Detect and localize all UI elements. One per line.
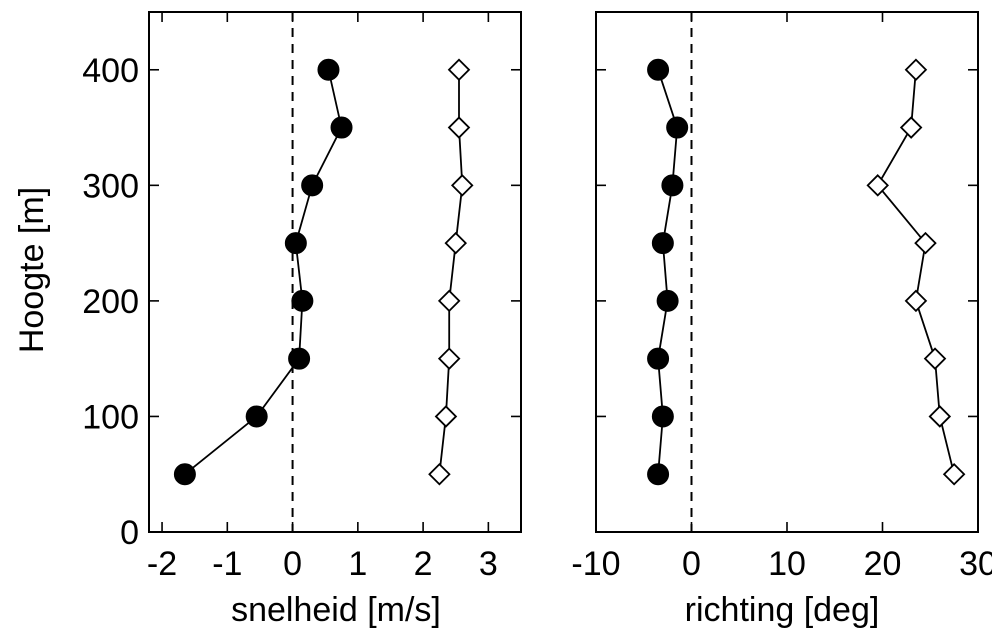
y-tick-label: 0 — [120, 514, 139, 552]
x-tick-label: 0 — [682, 545, 701, 583]
data-point-diamond — [904, 58, 928, 82]
data-point-circle — [647, 463, 670, 486]
data-point-diamond — [923, 347, 947, 370]
data-point-circle — [301, 174, 324, 197]
x-tick-label: -10 — [571, 545, 620, 583]
x-axis-label-speed: snelheid [m/s] — [231, 591, 441, 629]
data-point-circle — [245, 405, 268, 428]
data-point-circle — [317, 58, 340, 81]
data-point-circle — [330, 116, 353, 139]
data-point-circle — [656, 289, 679, 312]
data-point-circle — [291, 289, 314, 312]
data-point-diamond — [428, 462, 451, 486]
x-tick-label: 0 — [283, 545, 302, 583]
y-axis-label: Hoogte [m] — [13, 187, 51, 353]
data-point-circle — [666, 116, 689, 139]
x-tick-label: 10 — [768, 545, 806, 583]
data-point-diamond — [444, 231, 468, 255]
x-axis-label-direction: richting [deg] — [685, 591, 880, 629]
data-point-circle — [647, 58, 670, 81]
data-point-diamond — [450, 174, 474, 197]
y-tick-label: 200 — [82, 283, 139, 321]
data-point-diamond — [437, 347, 461, 370]
data-point-circle — [651, 232, 674, 255]
y-tick-label: 400 — [82, 52, 139, 90]
y-tick-label: 100 — [82, 398, 139, 436]
data-point-diamond — [447, 116, 471, 139]
y-tick-label: 300 — [82, 167, 139, 205]
data-point-circle — [288, 347, 311, 370]
data-point-diamond — [904, 289, 928, 313]
data-point-circle — [661, 174, 684, 197]
x-tick-label: -1 — [212, 545, 242, 583]
data-point-diamond — [928, 405, 952, 428]
data-point-circle — [647, 347, 670, 370]
data-point-diamond — [899, 116, 923, 139]
x-tick-label: 2 — [414, 545, 433, 583]
panel-speed: -2 -1 0 1 2 3 0 100 200 300 400 — [82, 11, 522, 583]
data-point-diamond — [447, 58, 471, 82]
data-point-diamond — [437, 289, 461, 313]
data-point-circle — [173, 463, 196, 486]
data-point-diamond — [942, 462, 966, 486]
data-point-diamond — [866, 174, 889, 197]
data-point-diamond — [914, 231, 937, 255]
panel-direction: -10 0 10 20 30 — [571, 11, 992, 583]
data-point-circle — [284, 232, 307, 255]
x-tick-label: 1 — [348, 545, 367, 583]
data-point-diamond — [434, 405, 458, 428]
data-point-circle — [651, 405, 674, 428]
x-tick-label: 3 — [479, 545, 498, 583]
axes-frame — [148, 11, 522, 533]
x-tick-label: 20 — [864, 545, 902, 583]
x-tick-label: -2 — [147, 545, 177, 583]
x-tick-label: 30 — [959, 545, 992, 583]
